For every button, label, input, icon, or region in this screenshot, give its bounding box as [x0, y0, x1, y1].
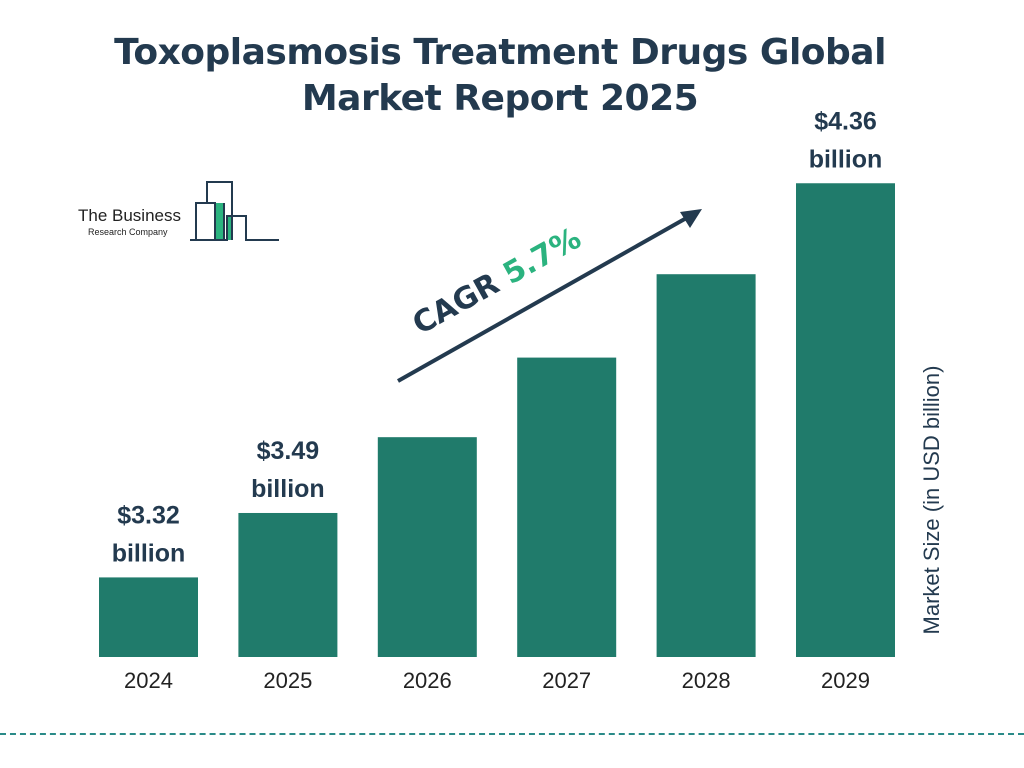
cagr-arrow-line — [397, 214, 691, 383]
x-tick-label: 2028 — [682, 668, 731, 693]
x-tick-label: 2029 — [821, 668, 870, 693]
data-label-unit: billion — [112, 539, 186, 567]
bar-2024 — [99, 577, 198, 657]
x-tick-label: 2025 — [263, 668, 312, 693]
cagr-label: CAGR — [407, 261, 514, 342]
y-axis-label: Market Size (in USD billion) — [919, 365, 944, 635]
chart-title: Toxoplasmosis Treatment Drugs Global Mar… — [114, 32, 886, 119]
x-tick-label: 2026 — [403, 668, 452, 693]
data-label-unit: billion — [251, 475, 325, 503]
bar-2025 — [238, 512, 338, 657]
x-tick-label: 2027 — [542, 668, 591, 693]
bar-2029 — [796, 183, 895, 657]
cagr-arrowhead-icon — [680, 209, 702, 228]
bar-2027 — [517, 357, 617, 657]
data-label-value: $3.32 — [117, 501, 180, 529]
data-label-value: $3.49 — [257, 437, 320, 465]
bar-2026 — [377, 437, 477, 657]
logo-buildings-icon — [190, 181, 279, 241]
logo-subtext: Research Company — [88, 227, 168, 237]
x-tick-label: 2024 — [124, 668, 173, 693]
logo-text: The Business — [78, 206, 181, 225]
bar-2028 — [656, 274, 756, 657]
divider — [0, 733, 1024, 735]
data-label-value: $4.36 — [814, 107, 877, 135]
data-label-unit: billion — [809, 145, 883, 173]
company-logo: The Business Research Company — [78, 180, 288, 245]
